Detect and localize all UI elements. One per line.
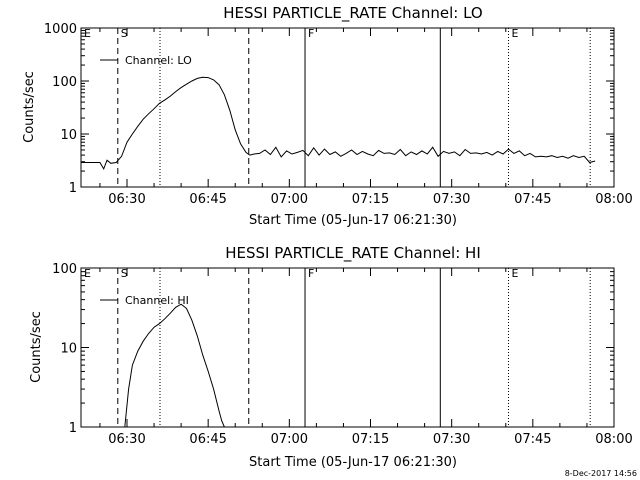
flag-label: E	[84, 27, 91, 40]
series-line	[124, 303, 225, 428]
plot-frame	[80, 27, 615, 188]
plot-frame	[80, 267, 615, 428]
plot-area: 06:30 06:45 07:00 07:15 07:30 07:45 08:00 1 10 10…	[44, 22, 633, 207]
y-tick-label: 1	[69, 421, 77, 436]
x-tick-label: 06:45	[189, 192, 226, 207]
x-tick-label: 07:45	[514, 192, 551, 207]
x-tick-label: 07:30	[433, 192, 470, 207]
series-line	[81, 76, 596, 171]
legend-label: Channel: HI	[125, 294, 189, 307]
x-tick-label: 07:00	[271, 432, 308, 447]
x-tick-label: 06:45	[189, 432, 226, 447]
y-tick-label: 1	[69, 181, 77, 196]
flag-label: S	[121, 27, 128, 40]
chart-title: HESSI PARTICLE_RATE Channel: LO	[223, 4, 482, 23]
plot-area: 06:30 06:45 07:00 07:15 07:30 07:45 08:00 1 10 10…	[52, 262, 633, 447]
y-tick-label: 100	[52, 262, 77, 277]
x-axis-label: Start Time (05-Jun-17 06:21:30)	[249, 455, 457, 470]
legend-label: Channel: LO	[125, 54, 192, 67]
footer-timestamp: 8-Dec-2017 14:56	[565, 469, 637, 478]
flag-label: F	[308, 267, 314, 280]
y-tick-label: 10	[60, 342, 77, 357]
x-tick-label: 08:00	[595, 192, 632, 207]
y-axis-label: Counts/sec	[29, 311, 44, 383]
x-tick-label: 06:30	[108, 192, 145, 207]
x-tick-label: 07:30	[433, 432, 470, 447]
x-tick-label: 07:15	[352, 192, 389, 207]
chart-panel-lo: HESSI PARTICLE_RATE Channel: LO Counts/s…	[22, 4, 633, 228]
chart-panel-hi: HESSI PARTICLE_RATE Channel: HI Counts/s…	[29, 244, 633, 470]
flag-label: E	[511, 27, 518, 40]
chart-title: HESSI PARTICLE_RATE Channel: HI	[225, 244, 481, 263]
x-tick-label: 06:30	[108, 432, 145, 447]
flag-label: S	[121, 267, 128, 280]
y-tick-label: 10	[60, 128, 77, 143]
y-tick-label: 100	[52, 75, 77, 90]
x-tick-label: 07:15	[352, 432, 389, 447]
y-tick-label: 1000	[44, 22, 77, 37]
flag-label: F	[308, 27, 314, 40]
flag-label: E	[84, 267, 91, 280]
x-tick-label: 08:00	[595, 432, 632, 447]
x-axis-label: Start Time (05-Jun-17 06:21:30)	[249, 213, 457, 228]
x-tick-label: 07:45	[514, 432, 551, 447]
y-axis-label: Counts/sec	[22, 71, 37, 143]
x-tick-label: 07:00	[271, 192, 308, 207]
flag-label: E	[511, 267, 518, 280]
